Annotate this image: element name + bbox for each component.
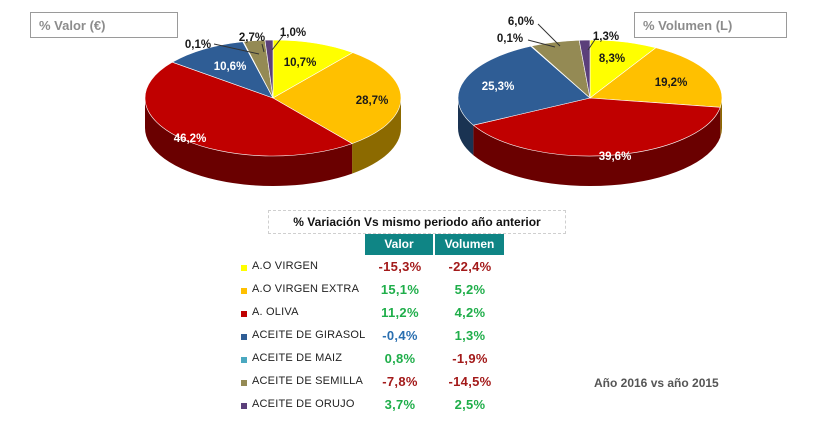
row-category: ACEITE DE GIRASOL (252, 329, 366, 341)
leader-line (213, 43, 260, 55)
table-row: ACEITE DE MAIZ 0,8% -1,9% (240, 349, 510, 372)
data-label: 10,7% (284, 57, 317, 69)
variation-table-title: % Variación Vs mismo periodo año anterio… (268, 210, 566, 234)
pie-slice (589, 47, 723, 108)
pie-slice (457, 45, 591, 126)
row-volumen: 2,5% (454, 397, 486, 412)
legend-swatch (241, 357, 247, 363)
row-category: A. OLIVA (252, 306, 299, 318)
data-label: 19,2% (655, 77, 688, 89)
row-valor: 0,8% (384, 351, 416, 366)
table-row: ACEITE DE ORUJO 3,7% 2,5% (240, 395, 510, 418)
leader-line (527, 39, 556, 48)
data-label: 6,0% (508, 16, 534, 28)
data-label: 2,7% (239, 32, 265, 44)
row-category: ACEITE DE MAIZ (252, 352, 343, 364)
pie-slice (171, 41, 274, 99)
legend-swatch (241, 403, 247, 409)
pie-side (473, 107, 721, 186)
row-volumen: -22,4% (448, 259, 492, 274)
footnote: Año 2016 vs año 2015 (594, 376, 719, 390)
data-label: 1,0% (280, 27, 306, 39)
row-valor: 15,1% (380, 282, 420, 297)
row-valor: -7,8% (382, 374, 418, 389)
row-category: ACEITE DE SEMILLA (252, 375, 363, 387)
data-label: 25,3% (482, 81, 515, 93)
row-volumen: -1,9% (452, 351, 488, 366)
leader-line (587, 37, 597, 51)
data-label: 28,7% (356, 95, 389, 107)
row-category: A.O VIRGEN (252, 260, 319, 272)
row-volumen: -14,5% (448, 374, 492, 389)
leader-line (537, 23, 561, 47)
row-valor: -15,3% (378, 259, 422, 274)
row-valor: 3,7% (384, 397, 416, 412)
leader-line (271, 35, 284, 51)
table-row: ACEITE DE GIRASOL -0,4% 1,3% (240, 326, 510, 349)
row-volumen: 4,2% (454, 305, 486, 320)
pie-slice (264, 39, 274, 99)
pie-slice (272, 39, 354, 99)
row-volumen: 1,3% (454, 328, 486, 343)
pie-slice (578, 39, 591, 99)
volumen-chart-title: % Volumen (L) (634, 12, 787, 38)
header-valor: Valor (365, 234, 433, 255)
row-category: ACEITE DE ORUJO (252, 398, 355, 410)
pie-slice (472, 97, 721, 157)
row-volumen: 5,2% (454, 282, 486, 297)
data-label: 46,2% (174, 133, 207, 145)
pie-slice (272, 52, 402, 144)
table-row: A.O VIRGEN EXTRA 15,1% 5,2% (240, 280, 510, 303)
row-valor: 11,2% (381, 305, 419, 320)
data-label: 39,6% (599, 151, 632, 163)
table-row: ACEITE DE SEMILLA -7,8% -14,5% (240, 372, 510, 395)
legend-swatch (241, 265, 247, 271)
data-label: 10,6% (214, 61, 247, 73)
pie-volumen: 8,3% 19,2% 39,6% 25,3% 0,1% 6,0% 1,3% (457, 16, 723, 186)
leader-line (261, 43, 265, 53)
data-label: 8,3% (599, 53, 625, 65)
header-volumen: Volumen (435, 234, 504, 255)
table-row: A.O VIRGEN -15,3% -22,4% (240, 257, 510, 280)
pie-slice (144, 61, 353, 157)
data-label: 0,1% (497, 33, 523, 45)
pie-side (720, 98, 722, 138)
row-category: A.O VIRGEN EXTRA (252, 283, 360, 295)
data-label: 1,3% (593, 31, 619, 43)
legend-swatch (241, 311, 247, 317)
pie-side (352, 98, 401, 174)
legend-swatch (241, 380, 247, 386)
table-row: A. OLIVA 11,2% 4,2% (240, 303, 510, 326)
legend-swatch (241, 334, 247, 340)
pie-side (145, 98, 353, 187)
row-valor: -0,4% (382, 328, 418, 343)
valor-chart-title: % Valor (€) (30, 12, 178, 38)
data-label: 0,1% (185, 39, 211, 51)
legend-swatch (241, 288, 247, 294)
pie-valor: 10,7% 28,7% 46,2% 10,6%0,1% 2,7% 1,0% (144, 27, 402, 187)
